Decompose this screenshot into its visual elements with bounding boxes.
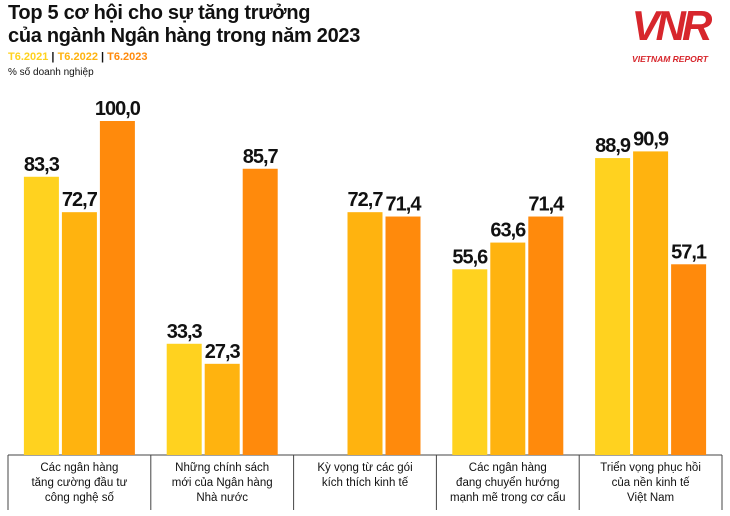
- x-tick-label: Các ngân hàng đang chuyển hướng mạnh mẽ …: [450, 462, 566, 504]
- x-tick-label: Triển vọng phục hồi của nền kinh tế Việt…: [600, 462, 701, 504]
- bar: [347, 212, 383, 455]
- x-tick-label: Kỳ vọng từ các gói kích thích kinh tế: [317, 462, 413, 489]
- logo-mark: VNR: [631, 2, 713, 49]
- bar: [595, 158, 631, 455]
- bar: [633, 151, 669, 456]
- value-label: 88,9: [595, 135, 631, 157]
- bar: [528, 216, 564, 455]
- value-label: 27,3: [205, 341, 241, 363]
- x-tick-label: Các ngân hàng tăng cường đầu tư công ngh…: [31, 462, 128, 504]
- logo: VNR VIETNAM REPORT: [620, 2, 720, 72]
- value-label: 63,6: [490, 220, 526, 242]
- legend-entry: T6.2023: [107, 51, 148, 63]
- value-label: 72,7: [62, 189, 98, 211]
- bar: [242, 168, 278, 455]
- value-label: 71,4: [386, 194, 423, 216]
- value-label: 71,4: [528, 194, 565, 216]
- bar: [204, 363, 240, 455]
- subtitle: % số doanh nghiệp: [8, 67, 94, 78]
- legend: T6.2021 | T6.2022 | T6.2023: [8, 51, 148, 63]
- bar: [99, 121, 135, 455]
- value-label: 83,3: [24, 154, 60, 176]
- value-label: 33,3: [167, 321, 203, 343]
- bar: [452, 269, 488, 455]
- value-label: 57,1: [671, 241, 707, 263]
- logo-text: VIETNAM REPORT: [632, 54, 708, 64]
- value-label: 85,7: [243, 146, 279, 168]
- bar: [23, 176, 59, 455]
- chart-title: Top 5 cơ hội cho sự tăng trưởng của ngàn…: [8, 2, 361, 47]
- value-label: 72,7: [348, 189, 384, 211]
- bar: [385, 216, 421, 455]
- value-label: 100,0: [95, 98, 141, 120]
- x-tick-label: Những chính sách mới của Ngân hàng Nhà n…: [171, 462, 273, 504]
- bar: [490, 242, 526, 455]
- bar: [166, 343, 202, 455]
- value-label: 55,6: [452, 246, 488, 268]
- bar: [61, 212, 97, 455]
- value-label: 90,9: [633, 128, 669, 150]
- legend-entry: T6.2022: [57, 51, 98, 63]
- legend-entry: T6.2021: [8, 51, 49, 63]
- bar: [671, 264, 707, 455]
